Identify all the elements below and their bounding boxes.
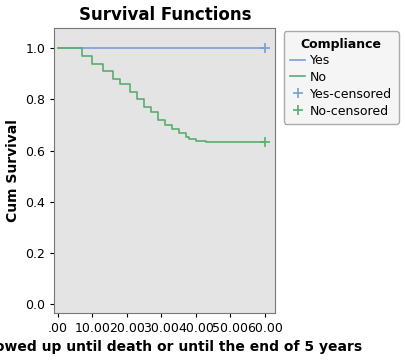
X-axis label: Followed up until death or until the end of 5 years: Followed up until death or until the end… [0, 341, 362, 355]
Legend: Yes, No, Yes-censored, No-censored: Yes, No, Yes-censored, No-censored [284, 31, 399, 124]
Title: Survival Functions: Survival Functions [79, 5, 251, 23]
Y-axis label: Cum Survival: Cum Survival [6, 119, 19, 222]
